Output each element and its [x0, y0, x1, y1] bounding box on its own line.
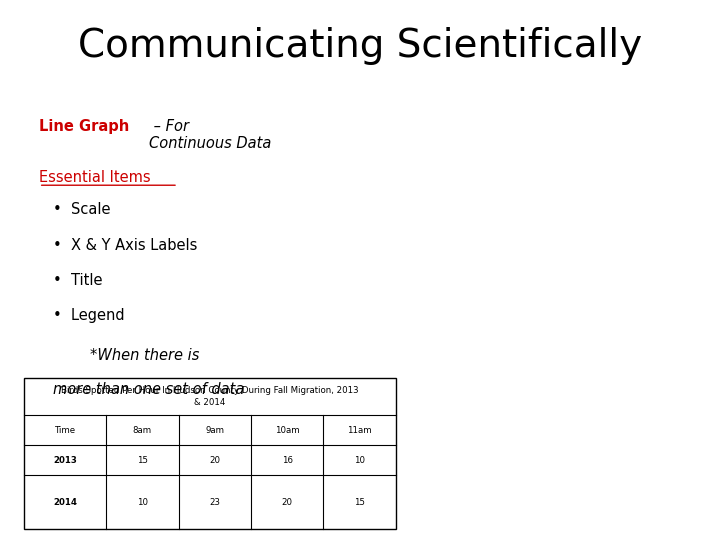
Bar	[24, 378, 396, 529]
Text: 2014: 2014	[53, 498, 77, 507]
Text: Time: Time	[55, 426, 76, 435]
Text: Communicating Scientifically: Communicating Scientifically	[78, 27, 642, 65]
Text: 15: 15	[354, 498, 365, 507]
Text: 8am: 8am	[132, 426, 152, 435]
Text: 10: 10	[137, 498, 148, 507]
Text: *When there is: *When there is	[53, 348, 199, 363]
Text: Essential Items: Essential Items	[39, 170, 150, 185]
Text: 20: 20	[210, 456, 220, 465]
Text: Line Graph: Line Graph	[39, 119, 129, 134]
Text: 10am: 10am	[275, 426, 300, 435]
Text: 9am: 9am	[205, 426, 224, 435]
Text: •  Legend: • Legend	[53, 308, 125, 323]
Text: 11am: 11am	[347, 426, 372, 435]
Text: 10: 10	[354, 456, 365, 465]
Text: •  Title: • Title	[53, 273, 102, 288]
Text: more than one set of data: more than one set of data	[53, 382, 244, 397]
Text: 16: 16	[282, 456, 292, 465]
Text: 2013: 2013	[53, 456, 77, 465]
Text: •  X & Y Axis Labels: • X & Y Axis Labels	[53, 238, 197, 253]
Text: 23: 23	[210, 498, 220, 507]
Text: 15: 15	[137, 456, 148, 465]
Text: Birds Spotted Per Hour In Hudson County During Fall Migration, 2013
& 2014: Birds Spotted Per Hour In Hudson County …	[61, 386, 359, 407]
Text: •  Scale: • Scale	[53, 202, 111, 218]
Text: 20: 20	[282, 498, 292, 507]
Text: – For
Continuous Data: – For Continuous Data	[150, 119, 271, 151]
